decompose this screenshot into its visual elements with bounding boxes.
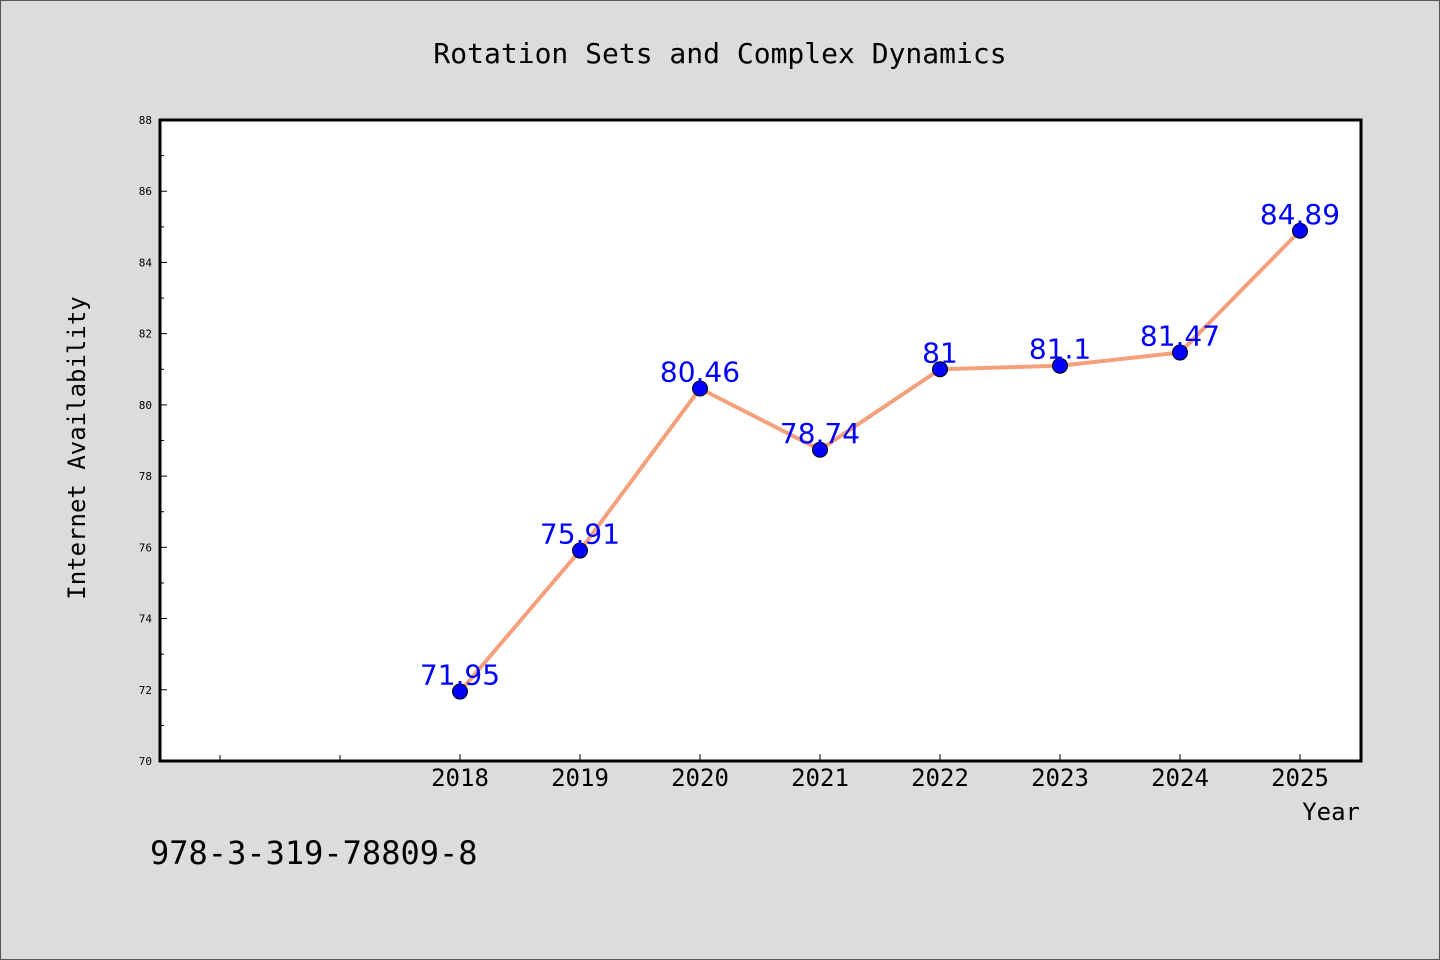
y-tick-label: 74	[139, 613, 153, 626]
y-tick-label: 72	[139, 684, 152, 697]
y-tick-label: 76	[139, 541, 152, 554]
x-tick-label: 2023	[1031, 764, 1089, 792]
y-tick-label: 84	[139, 256, 153, 269]
data-label: 81	[922, 336, 958, 369]
data-point	[1292, 222, 1308, 239]
data-point	[1172, 344, 1188, 361]
data-label: 81.47	[1140, 320, 1220, 353]
x-tick-label: 2020	[671, 764, 729, 792]
y-axis-label: Internet Availability	[63, 296, 91, 599]
data-point	[812, 441, 828, 458]
series-line	[458, 228, 1302, 694]
x-tick-label: 2018	[431, 764, 489, 792]
x-tick-label: 2022	[911, 764, 969, 792]
data-point	[932, 361, 948, 378]
y-tick-label: 70	[139, 755, 152, 768]
data-point	[572, 542, 588, 559]
data-label: 78.74	[780, 417, 860, 450]
y-axis: 70 72 74 76 78 80 82 84 86 88	[139, 114, 167, 768]
data-point	[452, 683, 468, 700]
data-label: 81.1	[1029, 333, 1091, 366]
x-axis: 2018 2019 2020 2021 2022 2023 2024 2025	[219, 754, 1329, 792]
y-tick-label: 80	[139, 399, 152, 412]
y-tick-label: 86	[139, 185, 152, 198]
y-tick-label: 82	[139, 328, 152, 341]
x-tick-label: 2019	[551, 764, 609, 792]
data-point	[1052, 357, 1068, 374]
data-label: 80.46	[660, 356, 740, 389]
plot-area	[158, 118, 1363, 763]
data-point	[692, 380, 708, 397]
x-tick-label: 2025	[1271, 764, 1329, 792]
chart-title: Rotation Sets and Complex Dynamics	[433, 37, 1006, 70]
x-tick-label: 2024	[1151, 764, 1209, 792]
series-group: 71.95 75.91 80.46 78.74 81 81.1 81.47 84.89	[420, 198, 1340, 700]
y-tick-label: 88	[139, 114, 152, 127]
data-label: 84.89	[1260, 198, 1340, 231]
data-label: 75.91	[540, 518, 620, 551]
y-tick-label: 78	[139, 470, 152, 483]
isbn-text: 978-3-319-78809-8	[150, 834, 478, 872]
data-label: 71.95	[420, 659, 500, 692]
x-axis-label: Year	[1302, 798, 1360, 826]
x-tick-label: 2021	[791, 764, 849, 792]
